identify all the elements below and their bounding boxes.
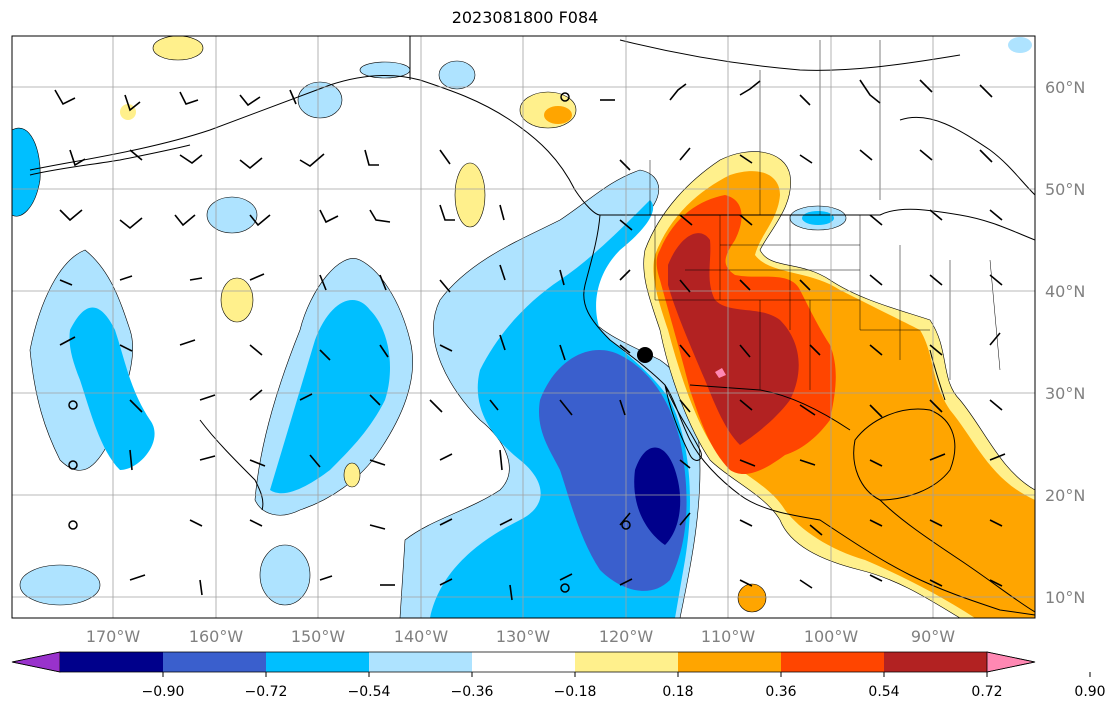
pos-blob-6 — [343, 462, 361, 488]
colorbar-tick-label: −0.90 — [142, 684, 185, 700]
neg-region-far-west — [12, 127, 41, 217]
alaska-coast — [29, 74, 601, 216]
colorbar-segment — [369, 652, 472, 672]
longitude-labels: 170°W 160°W 150°W 140°W 130°W 120°W 110°… — [86, 627, 955, 646]
wind-barb-icons — [54, 79, 1006, 601]
hudson-bay — [899, 116, 1035, 196]
central-america — [879, 499, 1035, 613]
neg-region-core — [634, 447, 681, 545]
lon-label: 100°W — [804, 627, 859, 646]
colorbar-extend-high — [986, 651, 1036, 673]
colorbar-tick-label: −0.54 — [348, 684, 391, 700]
pos-region-darkred — [668, 233, 799, 445]
neg-region-central-mid — [270, 300, 390, 494]
north-america-west-coast — [583, 214, 1035, 616]
colorbar-tick-label: 0.36 — [765, 684, 796, 700]
colorbar-segment — [781, 652, 884, 672]
colorbar-extend-low — [11, 651, 61, 673]
colorbar-tick-label: 0.72 — [971, 684, 1002, 700]
lon-label: 150°W — [291, 627, 346, 646]
pos-blob-5 — [152, 36, 204, 61]
lon-label: 130°W — [496, 627, 551, 646]
colorbar-segment — [60, 652, 163, 672]
lat-label: 10°N — [1045, 588, 1085, 607]
map-title: 2023081800 F084 — [451, 8, 599, 27]
neg-blob-3 — [438, 60, 476, 90]
lon-label: 160°W — [189, 627, 244, 646]
lon-label: 90°W — [911, 627, 955, 646]
neg-blob-2 — [206, 196, 258, 234]
anomaly-fill-layer — [12, 36, 1035, 618]
colorbar-tick-label: 0.90 — [1074, 684, 1105, 700]
aleutians — [29, 144, 191, 176]
latitude-labels: 60°N 50°N 40°N 30°N 20°N 10°N — [1045, 78, 1085, 607]
neg-blob-9 — [1008, 37, 1032, 53]
colorbar-tick-label: −0.18 — [554, 684, 597, 700]
colorbar: −0.90 −0.72 −0.54 −0.36 −0.18 0.18 0.36 0.54 0.7… — [11, 651, 1105, 700]
lat-label: 50°N — [1045, 180, 1085, 199]
colorbar-tick-label: −0.72 — [245, 684, 288, 700]
arctic-coast — [409, 36, 961, 80]
colorbar-tick-label: −0.36 — [451, 684, 494, 700]
coastlines — [29, 36, 1035, 616]
colorbar-tick-label: 0.54 — [868, 684, 899, 700]
graticule — [12, 36, 1035, 618]
gulf-of-mexico — [853, 408, 956, 501]
colorbar-segment — [163, 652, 266, 672]
colorbar-segment — [678, 652, 781, 672]
colorbar-tick-label: 0.18 — [662, 684, 693, 700]
map-frame — [11, 35, 1036, 619]
neg-region-east-strong — [539, 350, 687, 591]
florida — [929, 349, 946, 401]
lon-label: 140°W — [394, 627, 449, 646]
lon-label: 120°W — [599, 627, 654, 646]
canada-border — [600, 208, 1035, 241]
colorbar-segment — [884, 652, 987, 672]
hawaii-chain — [199, 419, 264, 511]
colorbar-segment — [266, 652, 369, 672]
lat-label: 60°N — [1045, 78, 1085, 97]
location-marker — [637, 347, 653, 363]
pos-blob-4 — [220, 277, 254, 323]
neg-blob-6 — [19, 564, 101, 606]
neg-blob-7 — [259, 544, 311, 606]
pos-blob-7 — [737, 583, 767, 613]
colorbar-outline — [11, 651, 1036, 673]
lon-label: 170°W — [86, 627, 141, 646]
lat-label: 40°N — [1045, 282, 1085, 301]
baja-peninsula — [664, 384, 702, 461]
neg-region-west-mid — [69, 307, 155, 470]
us-mexico-border — [689, 384, 851, 431]
pos-region-extreme — [715, 368, 726, 378]
colorbar-segment — [472, 652, 575, 672]
lon-label: 110°W — [701, 627, 756, 646]
calm-wind-circles — [68, 92, 631, 593]
lat-label: 30°N — [1045, 384, 1085, 403]
colorbar-segment — [575, 652, 678, 672]
neg-blob-1 — [297, 81, 343, 119]
pos-blob-3 — [544, 106, 572, 124]
lat-label: 20°N — [1045, 486, 1085, 505]
pos-blob-1 — [454, 162, 486, 228]
neg-blob-5 — [802, 211, 834, 225]
political-boundaries — [649, 40, 1001, 390]
